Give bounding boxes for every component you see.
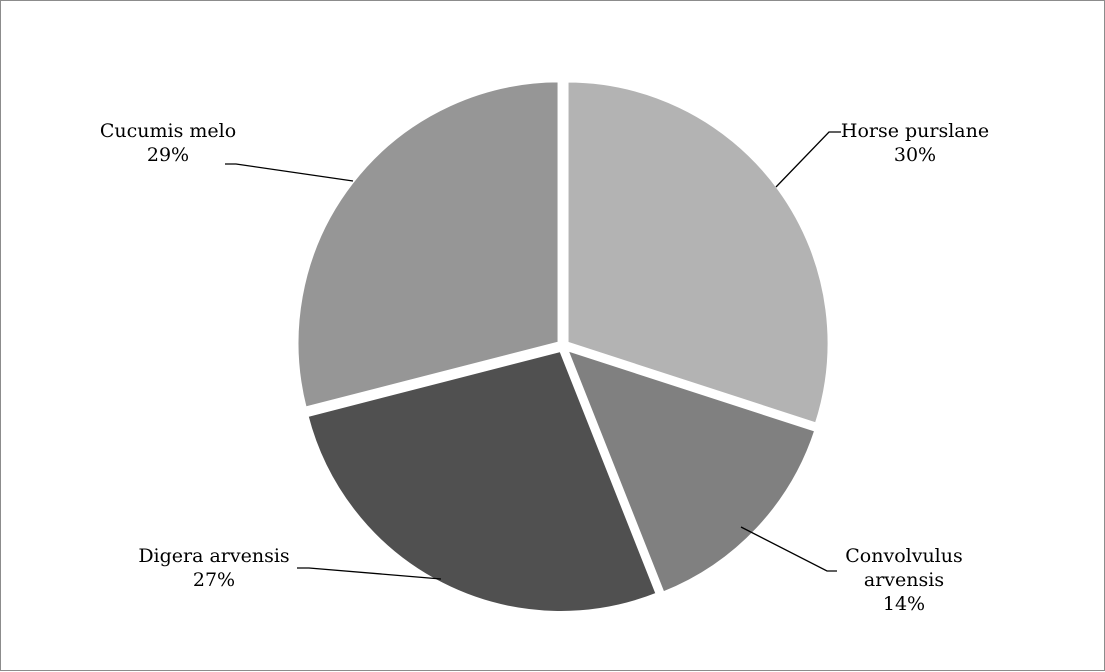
pie-slice-convolvulus-arvensis — [564, 347, 818, 595]
leader-line-horse-purslane — [775, 131, 841, 188]
slice-value-horse-purslane: 30% — [894, 144, 936, 166]
slice-value-digera-arvensis: 27% — [193, 569, 235, 591]
slice-label-horse-purslane: Horse purslane 30% — [841, 120, 989, 166]
slice-name-cucumis-melo: Cucumis melo — [100, 120, 236, 142]
pie-slice-horse-purslane — [565, 79, 831, 426]
slice-label-cucumis-melo: Cucumis melo 29% — [100, 120, 236, 166]
leader-line-digera-arvensis — [297, 567, 442, 580]
leader-line-cucumis-melo — [225, 163, 354, 182]
slice-label-digera-arvensis: Digera arvensis 27% — [138, 545, 289, 591]
pie-slice-digera-arvensis — [305, 348, 660, 614]
slice-name-convolvulus-arvensis: arvensis — [864, 569, 944, 591]
slice-name-digera-arvensis: Digera arvensis — [138, 545, 289, 567]
slice-name-convolvulus-arvensis: Convolvulus — [845, 545, 963, 567]
slice-name-horse-purslane: Horse purslane — [841, 120, 989, 142]
slice-labels: Horse purslane 30% Convolvulus arvensis 14% D… — [100, 120, 989, 615]
leader-lines — [225, 131, 841, 580]
slice-value-convolvulus-arvensis: 14% — [883, 593, 925, 615]
pie-slices — [295, 79, 831, 614]
leader-line-convolvulus-arvensis — [740, 526, 837, 572]
slice-label-convolvulus-arvensis: Convolvulus arvensis 14% — [845, 545, 963, 615]
pie-slice-cucumis-melo — [295, 79, 561, 410]
slice-value-cucumis-melo: 29% — [147, 144, 189, 166]
